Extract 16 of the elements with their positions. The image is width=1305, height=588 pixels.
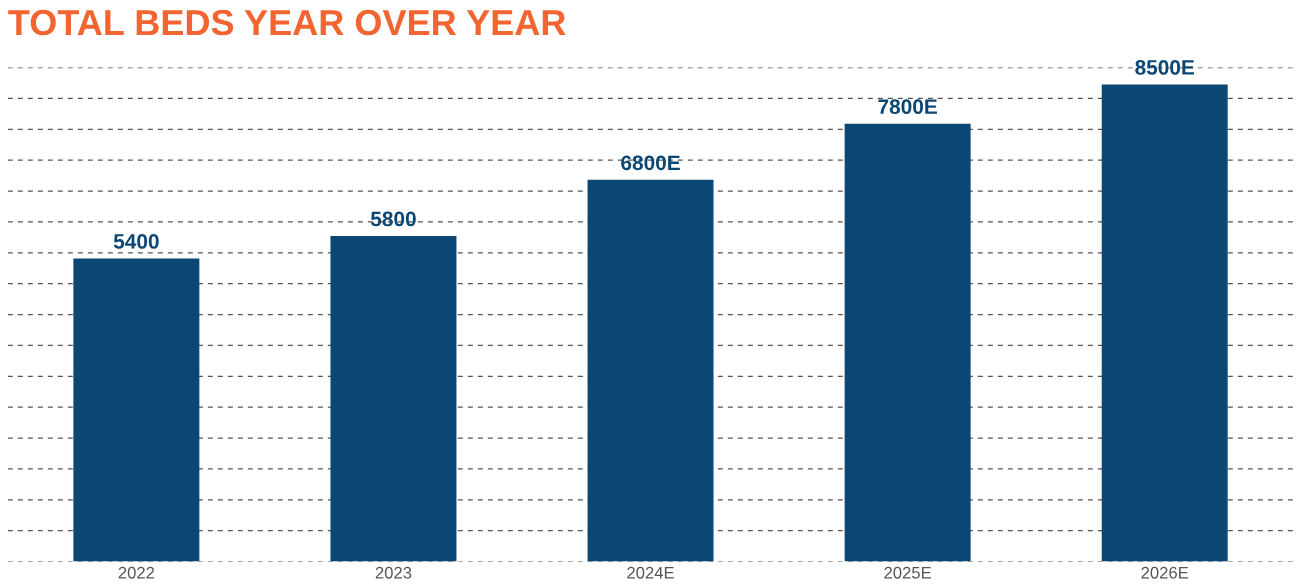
bar <box>844 123 971 562</box>
bar <box>1101 84 1228 562</box>
data-label: 5800 <box>370 211 416 227</box>
bar <box>330 236 457 562</box>
x-tick-label: 2022 <box>118 566 155 579</box>
data-label: 8500E <box>1135 60 1195 75</box>
data-label: 6800E <box>621 155 680 171</box>
x-tick-label: 2025E <box>884 566 932 579</box>
data-label: 7800E <box>878 99 937 115</box>
x-tick-label: 2024E <box>627 566 674 579</box>
x-tick-label: 2023 <box>375 566 412 579</box>
chart-title: TOTAL BEDS YEAR OVER YEAR <box>8 9 566 36</box>
data-label: 5400 <box>113 234 159 249</box>
x-tick-label: 2026E <box>1141 566 1189 579</box>
bar <box>587 179 714 562</box>
bar <box>73 258 200 562</box>
